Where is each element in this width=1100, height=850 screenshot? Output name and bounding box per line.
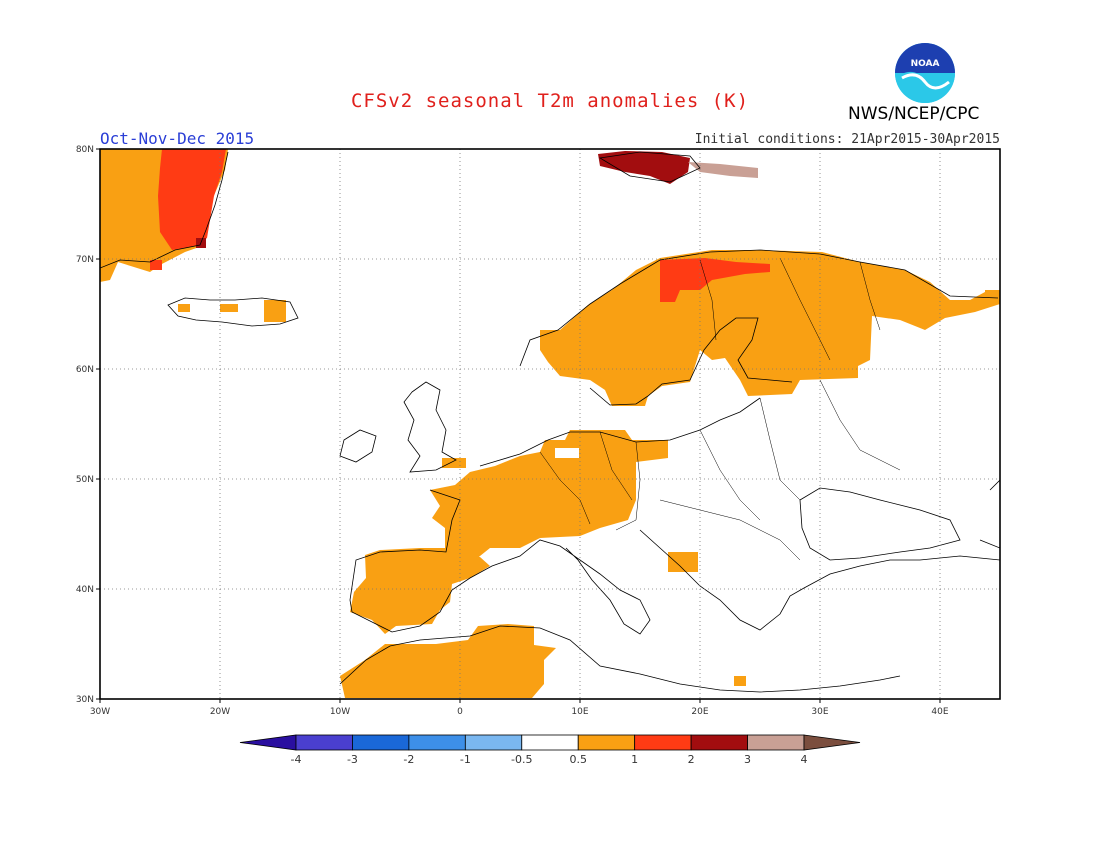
initial-conditions-label: Initial conditions: 21Apr2015-30Apr2015 — [694, 132, 1000, 147]
lat-tick-label: 50N — [76, 475, 94, 485]
coast-ireland — [339, 429, 377, 463]
lon-tick-label: 20W — [210, 707, 230, 717]
anomaly-kola-east — [985, 290, 1000, 302]
coast-greenland — [100, 151, 229, 269]
colorbar-swatch — [521, 734, 579, 751]
coast-balkans — [639, 529, 1000, 631]
country-borders — [539, 257, 901, 561]
graticule — [100, 149, 1000, 699]
anomaly-fields — [100, 149, 1000, 698]
colorbar-low-arrow — [239, 734, 297, 751]
colorbar-swatch — [352, 734, 410, 751]
anomaly-germany-gap — [555, 448, 579, 458]
anomaly-greenland-high — [158, 149, 226, 250]
lon-tick-label: 40E — [931, 707, 948, 717]
lat-tick-label: 70N — [76, 255, 94, 265]
colorbar-tick-label: -2 — [403, 753, 414, 766]
colorbar-tick-label: -4 — [291, 753, 302, 766]
coast-uk — [403, 381, 457, 473]
logo-text: NOAA — [911, 59, 940, 69]
anomaly-iceland-2 — [264, 300, 286, 322]
coast-africa — [339, 625, 901, 693]
colorbar-tick-label: -3 — [347, 753, 358, 766]
colorbar-tick-label: 0.5 — [569, 753, 587, 766]
colorbar-tick-label: -0.5 — [511, 753, 532, 766]
colorbar-swatch — [408, 734, 466, 751]
anomaly-crete-spot — [734, 676, 746, 686]
lon-tick-label: 10W — [330, 707, 350, 717]
lat-tick-label: 80N — [76, 145, 94, 155]
noaa-logo: NOAA — [895, 43, 955, 103]
anomaly-greenland-coast — [150, 260, 162, 270]
coast-iceland — [167, 297, 299, 327]
colorbar-swatch — [295, 734, 353, 751]
colorbar-swatch — [747, 734, 805, 751]
latitude-axis: 30N 40N 50N 60N 70N 80N — [76, 145, 100, 705]
anomaly-iberia — [350, 548, 490, 634]
coastlines — [100, 151, 1000, 693]
anomaly-lapland — [660, 258, 770, 302]
anomaly-svalbard-east — [688, 162, 758, 178]
coast-black-sea — [799, 487, 961, 561]
colorbar: -4 -3 -2 -1 -0.5 0.5 1 2 3 4 — [239, 734, 861, 766]
lon-tick-label: 20E — [691, 707, 708, 717]
lat-tick-label: 40N — [76, 585, 94, 595]
colorbar-tick-label: -1 — [460, 753, 471, 766]
anomaly-svalbard — [598, 151, 690, 184]
anomaly-north-africa — [340, 624, 556, 698]
forecast-period-label: Oct-Nov-Dec 2015 — [100, 129, 255, 148]
lat-tick-label: 30N — [76, 695, 94, 705]
colorbar-tick-label: 1 — [631, 753, 638, 766]
lon-tick-label: 30W — [90, 707, 110, 717]
anomaly-western-europe — [430, 430, 668, 556]
colorbar-swatch — [577, 734, 636, 751]
coast-caspian — [979, 479, 1000, 549]
anomaly-balkan-spot — [668, 552, 698, 572]
lon-tick-label: 30E — [811, 707, 828, 717]
colorbar-swatch — [690, 734, 748, 751]
lon-tick-label: 10E — [571, 707, 588, 717]
anomaly-iceland-1 — [220, 304, 238, 312]
longitude-axis: 30W 20W 10W 0 10E 20E 30E 40E — [90, 699, 949, 717]
map-frame — [99, 148, 1001, 700]
colorbar-tick-label: 2 — [688, 753, 695, 766]
colorbar-swatch — [634, 734, 692, 751]
anomaly-iceland-3 — [178, 304, 190, 312]
colorbar-tick-label: 4 — [801, 753, 808, 766]
colorbar-swatch — [464, 734, 523, 751]
lon-tick-label: 0 — [457, 707, 463, 717]
coast-svalbard — [598, 151, 701, 183]
agency-label: NWS/NCEP/CPC — [848, 104, 980, 124]
lat-tick-label: 60N — [76, 365, 94, 375]
colorbar-high-arrow — [803, 734, 861, 751]
map-title: CFSv2 seasonal T2m anomalies (K) — [350, 90, 750, 112]
anomaly-uk-spot — [442, 458, 466, 468]
anomaly-scandinavia — [540, 250, 1000, 406]
colorbar-tick-label: 3 — [744, 753, 751, 766]
coast-scandinavia — [519, 249, 999, 406]
